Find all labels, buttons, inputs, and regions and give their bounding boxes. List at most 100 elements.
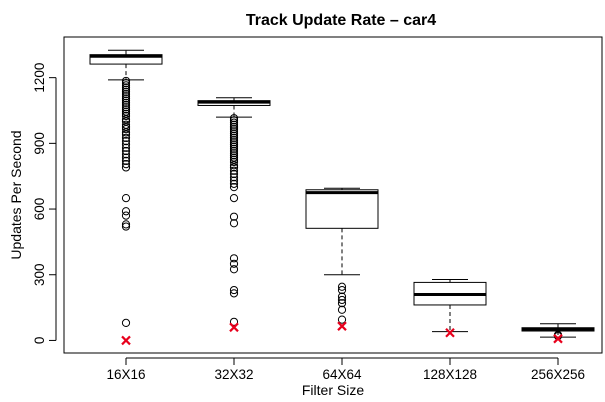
- outlier-point: [121, 81, 131, 90]
- mean-marker: [337, 321, 347, 331]
- outlier-point: [229, 163, 239, 172]
- outlier-point: [229, 265, 239, 274]
- outlier-point: [229, 127, 239, 136]
- outlier-point: [337, 292, 347, 301]
- outlier-point: [121, 153, 131, 162]
- mean-marker: [121, 335, 131, 346]
- outlier-point: [121, 222, 131, 231]
- outlier-point: [121, 100, 131, 110]
- outlier-point: [229, 289, 239, 298]
- outlier-point: [229, 120, 239, 129]
- box-series: [89, 49, 595, 346]
- x-tick-label: 256X256: [531, 367, 585, 382]
- outlier-point: [229, 176, 239, 185]
- x-tick-label: 16X16: [106, 367, 145, 382]
- y-tick-label: 600: [32, 198, 47, 221]
- x-tick-label: 128X128: [423, 367, 477, 382]
- outlier-point: [121, 89, 131, 99]
- outlier-point: [121, 87, 131, 96]
- outlier-point: [337, 299, 347, 308]
- outlier-point: [121, 156, 131, 165]
- outlier-point: [121, 133, 131, 142]
- outlier-point: [121, 103, 131, 112]
- outlier-point: [121, 211, 131, 220]
- outlier-point: [121, 137, 131, 146]
- x-tick-label: 64X64: [322, 367, 362, 382]
- outlier-point: [229, 183, 239, 192]
- outlier-point: [337, 282, 347, 291]
- outlier-point: [121, 105, 131, 114]
- mean-marker: [553, 333, 563, 344]
- mean-marker: [445, 327, 455, 338]
- box-16X16: [89, 49, 163, 346]
- outlier-point: [229, 254, 239, 263]
- y-tick-label: 0: [32, 337, 47, 345]
- outlier-point: [229, 166, 239, 175]
- outlier-point: [229, 173, 239, 182]
- iqr-box: [89, 54, 163, 65]
- outlier-point: [121, 207, 131, 216]
- outlier-point: [337, 295, 347, 305]
- outlier-point: [229, 125, 239, 134]
- box-64X64: [305, 187, 379, 331]
- outlier-point: [229, 142, 239, 151]
- plot-frame: [63, 36, 603, 354]
- y-axis-label: Updates Per Second: [8, 130, 24, 259]
- outlier-point: [229, 146, 239, 156]
- x-axis-label: Filter Size: [302, 382, 364, 398]
- mean-marker-stroke: [445, 327, 455, 338]
- outlier-point: [229, 212, 239, 221]
- box-256X256: [521, 323, 595, 344]
- outlier-point: [229, 179, 239, 188]
- outlier-point: [229, 135, 239, 145]
- outlier-point: [229, 285, 239, 295]
- outlier-point: [121, 220, 131, 229]
- outlier-point: [229, 161, 239, 170]
- outlier-point: [121, 85, 131, 94]
- outlier-point: [229, 219, 239, 228]
- iqr-box: [305, 189, 379, 229]
- y-tick-label: 900: [32, 132, 47, 155]
- outlier-point: [229, 133, 239, 142]
- outlier-point: [121, 143, 131, 152]
- outlier-point: [121, 193, 131, 203]
- outlier-point: [229, 157, 239, 167]
- y-tick-label: 300: [32, 263, 47, 286]
- outlier-point: [229, 169, 239, 179]
- x-tick-label: 32X32: [214, 367, 253, 382]
- outlier-point: [121, 140, 131, 149]
- mean-marker-stroke: [121, 335, 131, 346]
- mean-marker-stroke: [229, 322, 239, 333]
- outlier-point: [121, 150, 131, 159]
- mean-marker-stroke: [553, 333, 563, 344]
- outlier-point: [229, 151, 239, 160]
- outlier-point: [121, 76, 131, 86]
- outlier-point: [229, 259, 239, 268]
- outlier-point: [229, 149, 239, 158]
- box-32X32: [197, 97, 271, 333]
- y-axis: 0 300 600 900 1200: [32, 63, 57, 345]
- outlier-point: [121, 111, 131, 121]
- outlier-point: [229, 317, 239, 326]
- mean-marker: [229, 322, 239, 333]
- box-128X128: [413, 279, 487, 338]
- outlier-point: [121, 98, 131, 107]
- y-tick-label: 1200: [32, 63, 47, 93]
- outlier-point: [121, 92, 131, 101]
- outlier-point: [229, 138, 239, 147]
- outlier-point: [121, 79, 131, 88]
- outlier-point: [121, 318, 131, 328]
- outlier-point: [229, 140, 239, 149]
- outlier-point: [121, 163, 131, 172]
- outlier-point: [229, 118, 239, 127]
- outlier-point: [121, 94, 131, 103]
- outlier-point: [229, 114, 239, 123]
- outlier-point: [337, 285, 347, 295]
- outlier-point: [337, 305, 347, 314]
- outlier-point: [121, 130, 131, 139]
- outlier-point: [121, 83, 131, 92]
- outlier-point: [229, 116, 239, 125]
- outlier-point: [121, 146, 131, 156]
- chart-title: Track Update Rate – car4: [246, 12, 436, 29]
